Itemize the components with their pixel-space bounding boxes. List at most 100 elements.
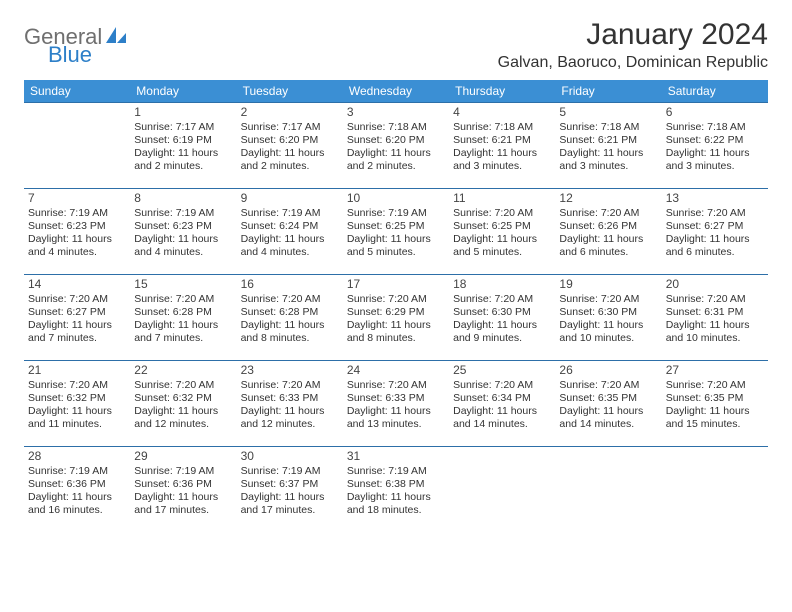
sunrise-text: Sunrise: 7:19 AM: [347, 465, 445, 478]
day-number: 20: [666, 277, 764, 292]
day-header: Saturday: [662, 80, 768, 103]
daylight-text: Daylight: 11 hours and 8 minutes.: [347, 319, 445, 345]
sunrise-text: Sunrise: 7:17 AM: [134, 121, 232, 134]
sunrise-text: Sunrise: 7:20 AM: [559, 293, 657, 306]
sunset-text: Sunset: 6:27 PM: [28, 306, 126, 319]
daylight-text: Daylight: 11 hours and 8 minutes.: [241, 319, 339, 345]
sunset-text: Sunset: 6:23 PM: [28, 220, 126, 233]
day-number: 12: [559, 191, 657, 206]
daylight-text: Daylight: 11 hours and 3 minutes.: [666, 147, 764, 173]
sunrise-text: Sunrise: 7:19 AM: [134, 207, 232, 220]
sunrise-text: Sunrise: 7:18 AM: [453, 121, 551, 134]
day-number: 7: [28, 191, 126, 206]
day-number: 17: [347, 277, 445, 292]
daylight-text: Daylight: 11 hours and 3 minutes.: [453, 147, 551, 173]
sunrise-text: Sunrise: 7:20 AM: [666, 379, 764, 392]
sunset-text: Sunset: 6:23 PM: [134, 220, 232, 233]
sunrise-text: Sunrise: 7:20 AM: [559, 207, 657, 220]
calendar-row: 28Sunrise: 7:19 AMSunset: 6:36 PMDayligh…: [24, 447, 768, 533]
day-number: 8: [134, 191, 232, 206]
sunset-text: Sunset: 6:30 PM: [453, 306, 551, 319]
logo-text-blue: Blue: [48, 42, 92, 68]
calendar-cell: 29Sunrise: 7:19 AMSunset: 6:36 PMDayligh…: [130, 447, 236, 533]
calendar-cell: 24Sunrise: 7:20 AMSunset: 6:33 PMDayligh…: [343, 361, 449, 447]
sunrise-text: Sunrise: 7:20 AM: [666, 293, 764, 306]
daylight-text: Daylight: 11 hours and 7 minutes.: [28, 319, 126, 345]
day-header: Monday: [130, 80, 236, 103]
sunrise-text: Sunrise: 7:20 AM: [28, 293, 126, 306]
month-title: January 2024: [498, 18, 768, 52]
daylight-text: Daylight: 11 hours and 4 minutes.: [28, 233, 126, 259]
calendar-row: 7Sunrise: 7:19 AMSunset: 6:23 PMDaylight…: [24, 189, 768, 275]
sunrise-text: Sunrise: 7:18 AM: [559, 121, 657, 134]
calendar-table: SundayMondayTuesdayWednesdayThursdayFrid…: [24, 80, 768, 533]
calendar-cell: [24, 103, 130, 189]
sunset-text: Sunset: 6:32 PM: [28, 392, 126, 405]
sunrise-text: Sunrise: 7:19 AM: [134, 465, 232, 478]
sunset-text: Sunset: 6:32 PM: [134, 392, 232, 405]
day-number: 22: [134, 363, 232, 378]
sunset-text: Sunset: 6:24 PM: [241, 220, 339, 233]
calendar-head: SundayMondayTuesdayWednesdayThursdayFrid…: [24, 80, 768, 103]
calendar-cell: 26Sunrise: 7:20 AMSunset: 6:35 PMDayligh…: [555, 361, 661, 447]
day-number: 30: [241, 449, 339, 464]
calendar-cell: 1Sunrise: 7:17 AMSunset: 6:19 PMDaylight…: [130, 103, 236, 189]
sunset-text: Sunset: 6:28 PM: [241, 306, 339, 319]
day-number: 25: [453, 363, 551, 378]
daylight-text: Daylight: 11 hours and 14 minutes.: [453, 405, 551, 431]
sunset-text: Sunset: 6:27 PM: [666, 220, 764, 233]
daylight-text: Daylight: 11 hours and 10 minutes.: [666, 319, 764, 345]
sunset-text: Sunset: 6:38 PM: [347, 478, 445, 491]
daylight-text: Daylight: 11 hours and 12 minutes.: [241, 405, 339, 431]
sunrise-text: Sunrise: 7:20 AM: [241, 379, 339, 392]
sunset-text: Sunset: 6:29 PM: [347, 306, 445, 319]
calendar-cell: 5Sunrise: 7:18 AMSunset: 6:21 PMDaylight…: [555, 103, 661, 189]
calendar-cell: 25Sunrise: 7:20 AMSunset: 6:34 PMDayligh…: [449, 361, 555, 447]
calendar-cell: [449, 447, 555, 533]
sunset-text: Sunset: 6:20 PM: [241, 134, 339, 147]
calendar-cell: 12Sunrise: 7:20 AMSunset: 6:26 PMDayligh…: [555, 189, 661, 275]
day-number: 19: [559, 277, 657, 292]
title-block: January 2024 Galvan, Baoruco, Dominican …: [498, 18, 768, 72]
sunset-text: Sunset: 6:35 PM: [666, 392, 764, 405]
sunset-text: Sunset: 6:37 PM: [241, 478, 339, 491]
daylight-text: Daylight: 11 hours and 11 minutes.: [28, 405, 126, 431]
daylight-text: Daylight: 11 hours and 2 minutes.: [134, 147, 232, 173]
sunset-text: Sunset: 6:28 PM: [134, 306, 232, 319]
sunset-text: Sunset: 6:35 PM: [559, 392, 657, 405]
day-number: 24: [347, 363, 445, 378]
sunset-text: Sunset: 6:34 PM: [453, 392, 551, 405]
day-number: 1: [134, 105, 232, 120]
daylight-text: Daylight: 11 hours and 16 minutes.: [28, 491, 126, 517]
calendar-cell: 7Sunrise: 7:19 AMSunset: 6:23 PMDaylight…: [24, 189, 130, 275]
location: Galvan, Baoruco, Dominican Republic: [498, 54, 768, 72]
sunrise-text: Sunrise: 7:20 AM: [134, 293, 232, 306]
sunrise-text: Sunrise: 7:20 AM: [453, 207, 551, 220]
calendar-cell: 4Sunrise: 7:18 AMSunset: 6:21 PMDaylight…: [449, 103, 555, 189]
sunrise-text: Sunrise: 7:20 AM: [347, 379, 445, 392]
day-number: 11: [453, 191, 551, 206]
sunset-text: Sunset: 6:33 PM: [347, 392, 445, 405]
sunset-text: Sunset: 6:36 PM: [134, 478, 232, 491]
day-number: 6: [666, 105, 764, 120]
daylight-text: Daylight: 11 hours and 10 minutes.: [559, 319, 657, 345]
calendar-cell: 20Sunrise: 7:20 AMSunset: 6:31 PMDayligh…: [662, 275, 768, 361]
calendar-cell: 30Sunrise: 7:19 AMSunset: 6:37 PMDayligh…: [237, 447, 343, 533]
calendar-cell: 15Sunrise: 7:20 AMSunset: 6:28 PMDayligh…: [130, 275, 236, 361]
day-number: 15: [134, 277, 232, 292]
sunset-text: Sunset: 6:31 PM: [666, 306, 764, 319]
sunset-text: Sunset: 6:33 PM: [241, 392, 339, 405]
day-number: 28: [28, 449, 126, 464]
day-header: Tuesday: [237, 80, 343, 103]
calendar-cell: 6Sunrise: 7:18 AMSunset: 6:22 PMDaylight…: [662, 103, 768, 189]
calendar-body: 1Sunrise: 7:17 AMSunset: 6:19 PMDaylight…: [24, 103, 768, 533]
daylight-text: Daylight: 11 hours and 7 minutes.: [134, 319, 232, 345]
calendar-cell: 9Sunrise: 7:19 AMSunset: 6:24 PMDaylight…: [237, 189, 343, 275]
sunrise-text: Sunrise: 7:19 AM: [241, 207, 339, 220]
sunrise-text: Sunrise: 7:20 AM: [666, 207, 764, 220]
calendar-cell: 8Sunrise: 7:19 AMSunset: 6:23 PMDaylight…: [130, 189, 236, 275]
header: General Blue January 2024 Galvan, Baoruc…: [24, 18, 768, 72]
daylight-text: Daylight: 11 hours and 5 minutes.: [453, 233, 551, 259]
calendar-cell: 14Sunrise: 7:20 AMSunset: 6:27 PMDayligh…: [24, 275, 130, 361]
calendar-row: 21Sunrise: 7:20 AMSunset: 6:32 PMDayligh…: [24, 361, 768, 447]
